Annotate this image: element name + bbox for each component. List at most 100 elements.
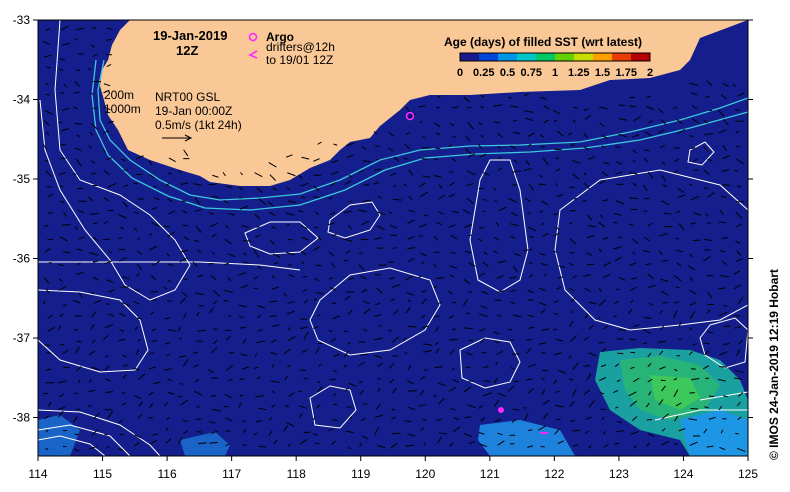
current-vector bbox=[421, 325, 430, 329]
current-vector bbox=[480, 134, 484, 138]
current-vector bbox=[555, 168, 561, 172]
current-vector bbox=[555, 183, 558, 187]
current-vector bbox=[346, 154, 354, 159]
current-vector bbox=[44, 277, 50, 284]
current-vector bbox=[435, 326, 439, 332]
current-vector bbox=[513, 252, 522, 257]
current-vector bbox=[722, 144, 728, 152]
colorbar-tick-label: 0.5 bbox=[500, 67, 515, 79]
current-vector bbox=[614, 363, 620, 368]
current-vector bbox=[631, 416, 638, 422]
current-vector bbox=[678, 223, 685, 231]
current-vector bbox=[553, 328, 558, 331]
current-vector bbox=[436, 95, 442, 98]
current-vector bbox=[92, 260, 100, 263]
current-vector bbox=[328, 277, 333, 280]
current-vector bbox=[74, 226, 78, 230]
current-vector bbox=[287, 326, 291, 331]
current-vector bbox=[375, 302, 381, 306]
current-vector bbox=[300, 369, 307, 372]
current-vector bbox=[404, 352, 408, 355]
current-vector bbox=[735, 109, 740, 111]
current-vector bbox=[288, 392, 295, 397]
current-vector bbox=[358, 264, 365, 271]
current-vector bbox=[315, 442, 320, 445]
current-vector bbox=[583, 389, 591, 395]
current-vector bbox=[687, 265, 696, 271]
current-vector bbox=[76, 69, 81, 72]
current-vector bbox=[705, 95, 710, 98]
current-vector bbox=[43, 300, 46, 304]
current-vector bbox=[89, 92, 94, 96]
current-vector bbox=[675, 210, 681, 214]
current-vector bbox=[661, 413, 669, 420]
current-vector bbox=[588, 352, 597, 357]
current-vector bbox=[208, 183, 217, 186]
current-vector bbox=[254, 353, 258, 357]
current-vector bbox=[314, 277, 320, 282]
current-vector bbox=[179, 383, 184, 385]
current-vector bbox=[407, 325, 417, 328]
current-vector bbox=[690, 92, 698, 96]
current-vector bbox=[569, 251, 575, 254]
current-vector bbox=[389, 378, 394, 384]
current-vector bbox=[103, 106, 111, 111]
current-vector bbox=[632, 238, 639, 244]
current-vector bbox=[481, 351, 487, 354]
lon-tick-label: 123 bbox=[609, 467, 629, 481]
current-vector bbox=[197, 329, 206, 332]
current-vector bbox=[615, 406, 619, 409]
current-vector bbox=[663, 212, 672, 215]
latitude-axis: -33 -34 -35 -36 -37 -38 bbox=[13, 13, 753, 425]
current-vector bbox=[437, 382, 446, 386]
current-vector bbox=[436, 222, 443, 226]
current-vector bbox=[434, 158, 438, 161]
current-vector bbox=[466, 312, 470, 315]
current-vector bbox=[63, 251, 71, 254]
current-vector bbox=[433, 235, 439, 241]
current-vector bbox=[588, 301, 597, 305]
current-vector bbox=[573, 106, 578, 109]
current-vector bbox=[421, 290, 427, 293]
current-vector bbox=[703, 119, 708, 124]
current-vector bbox=[103, 221, 108, 225]
current-vector bbox=[407, 433, 416, 437]
current-vector bbox=[238, 272, 247, 276]
current-vector bbox=[689, 289, 697, 295]
current-vector bbox=[317, 236, 322, 241]
current-vector bbox=[268, 430, 273, 436]
current-vector bbox=[419, 120, 423, 123]
current-vector bbox=[601, 416, 605, 420]
current-vector bbox=[107, 410, 114, 419]
current-vector bbox=[616, 379, 621, 383]
current-vector bbox=[703, 169, 710, 176]
current-vector bbox=[588, 400, 595, 408]
current-vector bbox=[362, 160, 371, 163]
current-vector bbox=[182, 419, 189, 423]
current-vector bbox=[312, 416, 316, 421]
current-vector bbox=[284, 375, 288, 380]
current-vector bbox=[618, 118, 628, 121]
current-vector bbox=[333, 143, 338, 146]
current-vector bbox=[540, 445, 545, 448]
current-vector bbox=[630, 366, 635, 370]
colorbar-tick-label: 1.5 bbox=[595, 67, 610, 79]
current-vector bbox=[602, 325, 609, 330]
current-vector bbox=[228, 314, 232, 318]
current-vector bbox=[494, 418, 502, 423]
current-vector bbox=[648, 285, 656, 289]
current-vector bbox=[47, 193, 54, 198]
current-vector bbox=[449, 442, 454, 447]
longitude-axis: 114 115 116 117 118 119 120 121 122 123 124 125 bbox=[28, 456, 758, 481]
current-vector bbox=[466, 170, 476, 176]
current-vector bbox=[438, 432, 448, 435]
current-vector bbox=[286, 310, 296, 315]
current-vector bbox=[600, 214, 604, 219]
current-vector bbox=[449, 182, 455, 186]
current-vector bbox=[348, 224, 352, 230]
current-vector bbox=[478, 313, 488, 318]
current-vector bbox=[135, 273, 140, 277]
current-vector bbox=[377, 444, 386, 449]
current-vector bbox=[527, 226, 537, 232]
current-vector bbox=[660, 200, 670, 206]
